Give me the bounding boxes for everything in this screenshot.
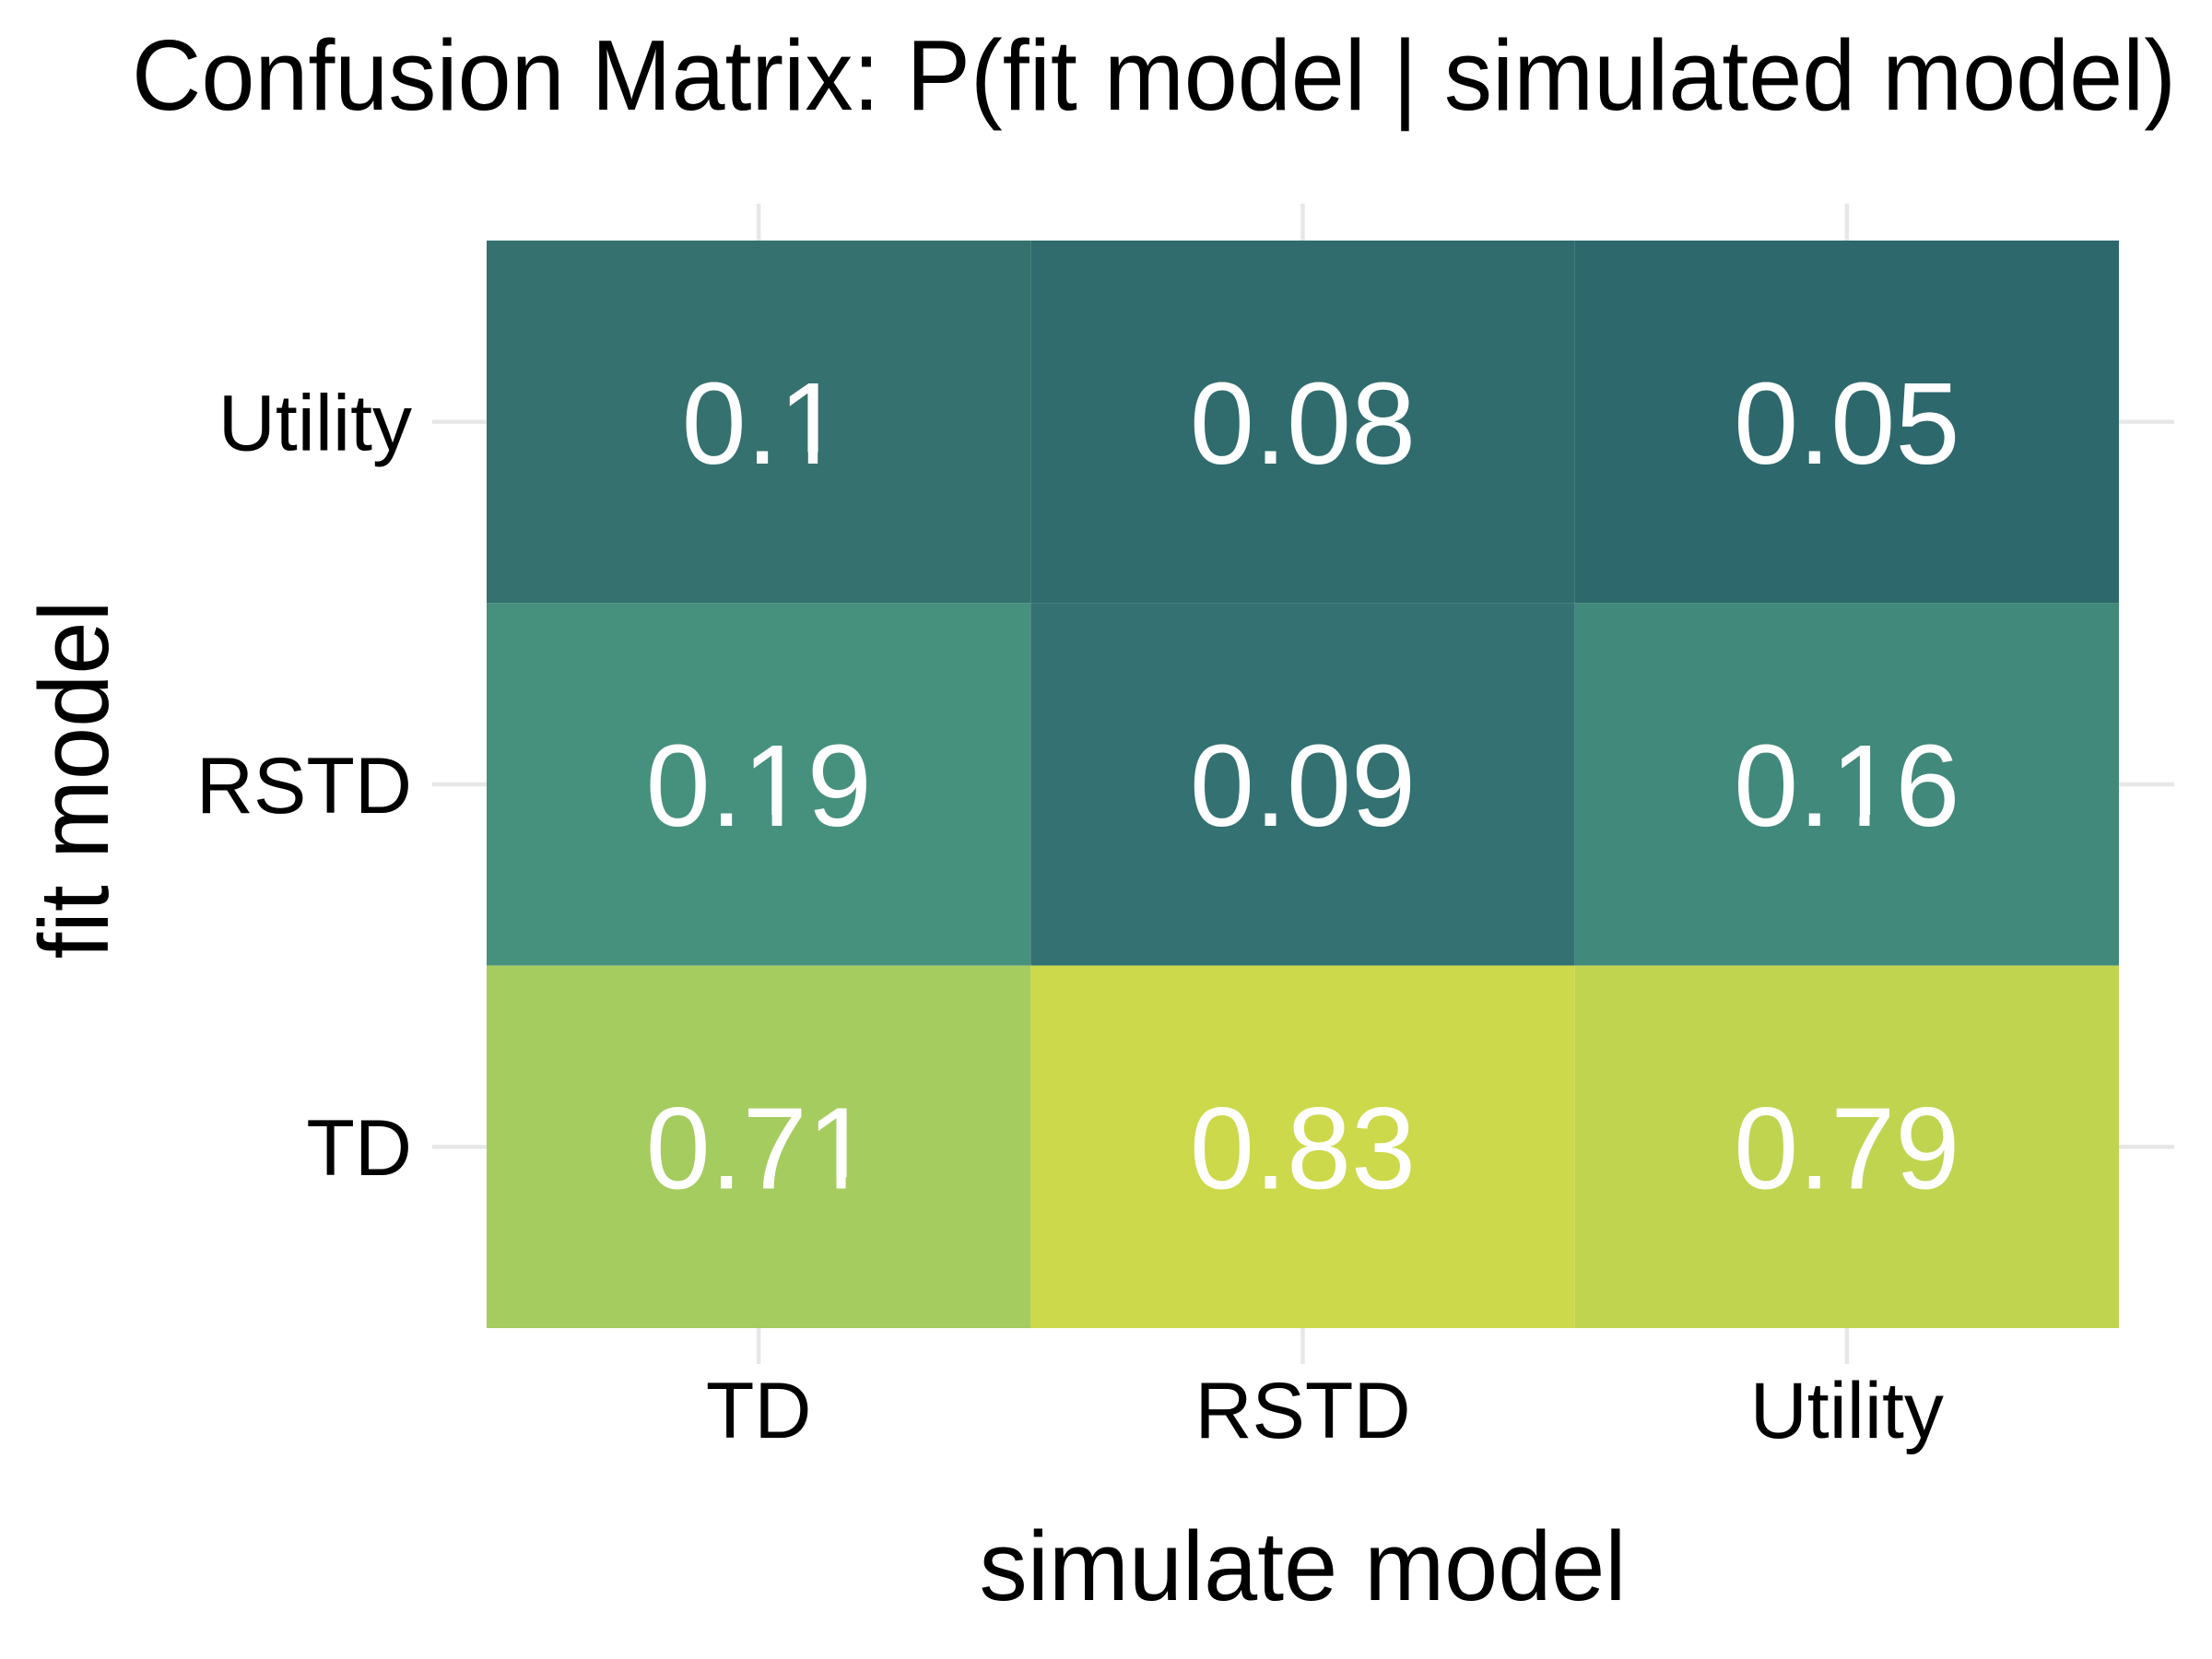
- svg-text:0.19: 0.19: [646, 721, 872, 851]
- svg-text:0.83: 0.83: [1190, 1083, 1416, 1213]
- svg-text:fit model: fit model: [18, 601, 129, 959]
- svg-text:0.16: 0.16: [1734, 721, 1959, 851]
- svg-text:0.1: 0.1: [682, 359, 843, 488]
- svg-text:0.79: 0.79: [1734, 1083, 1959, 1213]
- svg-text:0.05: 0.05: [1734, 359, 1959, 488]
- svg-text:simulate model: simulate model: [980, 1511, 1627, 1621]
- svg-text:TD: TD: [706, 1367, 812, 1455]
- svg-text:RSTD: RSTD: [196, 742, 412, 830]
- svg-text:0.09: 0.09: [1190, 721, 1416, 851]
- svg-text:RSTD: RSTD: [1194, 1367, 1410, 1455]
- svg-text:0.08: 0.08: [1190, 359, 1416, 488]
- svg-text:Utility: Utility: [218, 380, 412, 468]
- svg-text:Utility: Utility: [1750, 1367, 1944, 1455]
- svg-text:Confusion Matrix: P(fit model: Confusion Matrix: P(fit model | simulate…: [132, 19, 2176, 132]
- svg-text:0.71: 0.71: [646, 1083, 872, 1213]
- svg-text:TD: TD: [306, 1104, 412, 1193]
